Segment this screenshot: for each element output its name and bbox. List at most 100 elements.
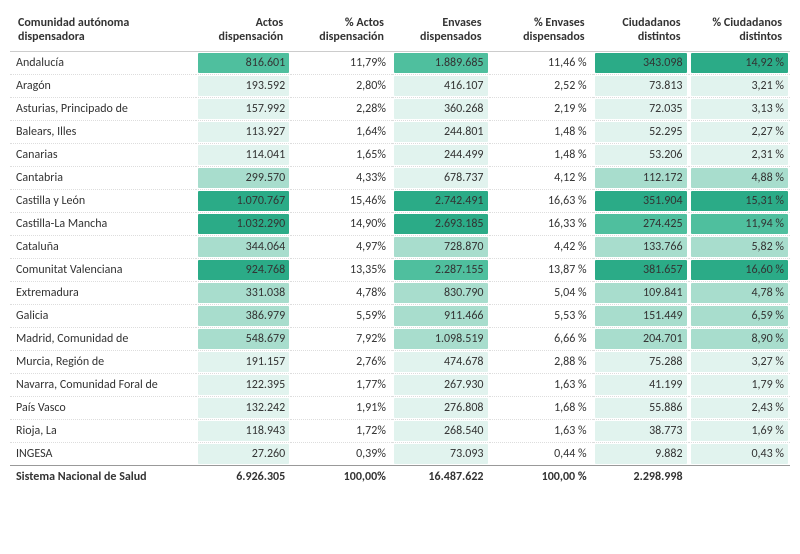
pct-ciud-cell: 16,60 % (689, 258, 790, 281)
pct-envases-cell: 16,63 % (490, 189, 593, 212)
region-name: Comunitat Valenciana (10, 258, 196, 281)
table-row: Castilla y León1.070.76715,46%2.742.4911… (10, 189, 790, 212)
pct-actos-cell: 2,28% (291, 97, 392, 120)
actos-cell: 1.070.767 (196, 189, 291, 212)
pct-ciud-cell: 1,79 % (689, 373, 790, 396)
pct-ciud-cell: 14,92 % (689, 51, 790, 74)
envases-cell: 244.801 (392, 120, 490, 143)
actos-cell: 132.242 (196, 396, 291, 419)
region-name: Extremadura (10, 281, 196, 304)
envases-cell: 416.107 (392, 74, 490, 97)
ciud-cell: 53.206 (593, 143, 689, 166)
pct-actos-cell: 4,33% (291, 166, 392, 189)
ciud-cell: 72.035 (593, 97, 689, 120)
pct-envases-cell: 2,88 % (490, 350, 593, 373)
col-pct_ciud: % Ciudadanos distintos (689, 10, 790, 51)
pct-ciud-cell: 11,94 % (689, 212, 790, 235)
pct-envases-cell: 4,42 % (490, 235, 593, 258)
actos-cell: 122.395 (196, 373, 291, 396)
dispensation-table: Comunidad autónoma dispensadoraActos dis… (10, 10, 790, 488)
region-name: Cataluña (10, 235, 196, 258)
ciud-cell: 274.425 (593, 212, 689, 235)
table-header: Comunidad autónoma dispensadoraActos dis… (10, 10, 790, 51)
pct-actos-cell: 1,64% (291, 120, 392, 143)
pct-actos-cell: 11,79% (291, 51, 392, 74)
envases-cell: 728.870 (392, 235, 490, 258)
total-actos: 6.926.305 (196, 465, 291, 488)
pct-envases-cell: 1,63 % (490, 419, 593, 442)
table-row: Murcia, Región de191.1572,76%474.6782,88… (10, 350, 790, 373)
pct-actos-cell: 7,92% (291, 327, 392, 350)
table-row: Balears, Illes113.9271,64%244.8011,48 %5… (10, 120, 790, 143)
actos-cell: 113.927 (196, 120, 291, 143)
envases-cell: 2.693.185 (392, 212, 490, 235)
ciud-cell: 52.295 (593, 120, 689, 143)
actos-cell: 118.943 (196, 419, 291, 442)
pct-ciud-cell: 2,31 % (689, 143, 790, 166)
table-row: Navarra, Comunidad Foral de122.3951,77%2… (10, 373, 790, 396)
table-row: Asturias, Principado de157.9922,28%360.2… (10, 97, 790, 120)
table-row: Comunitat Valenciana924.76813,35%2.287.1… (10, 258, 790, 281)
region-name: Balears, Illes (10, 120, 196, 143)
pct-ciud-cell: 2,27 % (689, 120, 790, 143)
ciud-cell: 112.172 (593, 166, 689, 189)
pct-actos-cell: 1,65% (291, 143, 392, 166)
region-name: Andalucía (10, 51, 196, 74)
pct-actos-cell: 0,39% (291, 442, 392, 465)
table-row: Canarias114.0411,65%244.4991,48 %53.2062… (10, 143, 790, 166)
pct-envases-cell: 6,66 % (490, 327, 593, 350)
region-name: Asturias, Principado de (10, 97, 196, 120)
total-pct-envases: 100,00 % (490, 465, 593, 488)
total-row: Sistema Nacional de Salud 6.926.305 100,… (10, 465, 790, 488)
ciud-cell: 109.841 (593, 281, 689, 304)
envases-cell: 267.930 (392, 373, 490, 396)
pct-envases-cell: 4,12 % (490, 166, 593, 189)
region-name: Madrid, Comunidad de (10, 327, 196, 350)
region-name: Murcia, Región de (10, 350, 196, 373)
pct-envases-cell: 1,68 % (490, 396, 593, 419)
pct-envases-cell: 5,04 % (490, 281, 593, 304)
envases-cell: 911.466 (392, 304, 490, 327)
region-name: Cantabria (10, 166, 196, 189)
pct-envases-cell: 1,48 % (490, 120, 593, 143)
pct-envases-cell: 5,53 % (490, 304, 593, 327)
pct-actos-cell: 2,80% (291, 74, 392, 97)
region-name: Canarias (10, 143, 196, 166)
envases-cell: 830.790 (392, 281, 490, 304)
pct-actos-cell: 4,97% (291, 235, 392, 258)
pct-actos-cell: 1,77% (291, 373, 392, 396)
actos-cell: 331.038 (196, 281, 291, 304)
col-region: Comunidad autónoma dispensadora (10, 10, 196, 51)
pct-ciud-cell: 8,90 % (689, 327, 790, 350)
ciud-cell: 351.904 (593, 189, 689, 212)
table-row: INGESA27.2600,39%73.0930,44 %9.8820,43 % (10, 442, 790, 465)
total-envases: 16.487.622 (392, 465, 490, 488)
pct-ciud-cell: 15,31 % (689, 189, 790, 212)
pct-envases-cell: 13,87 % (490, 258, 593, 281)
pct-actos-cell: 2,76% (291, 350, 392, 373)
region-name: País Vasco (10, 396, 196, 419)
pct-ciud-cell: 3,27 % (689, 350, 790, 373)
region-name: Castilla y León (10, 189, 196, 212)
pct-envases-cell: 2,19 % (490, 97, 593, 120)
actos-cell: 114.041 (196, 143, 291, 166)
pct-ciud-cell: 0,43 % (689, 442, 790, 465)
envases-cell: 474.678 (392, 350, 490, 373)
ciud-cell: 343.098 (593, 51, 689, 74)
pct-ciud-cell: 3,21 % (689, 74, 790, 97)
region-name: Rioja, La (10, 419, 196, 442)
pct-envases-cell: 0,44 % (490, 442, 593, 465)
col-ciud: Ciudadanos distintos (593, 10, 689, 51)
actos-cell: 193.592 (196, 74, 291, 97)
envases-cell: 678.737 (392, 166, 490, 189)
actos-cell: 191.157 (196, 350, 291, 373)
actos-cell: 816.601 (196, 51, 291, 74)
table-row: País Vasco132.2421,91%276.8081,68 %55.88… (10, 396, 790, 419)
envases-cell: 276.808 (392, 396, 490, 419)
region-name: Castilla-La Mancha (10, 212, 196, 235)
ciud-cell: 41.199 (593, 373, 689, 396)
ciud-cell: 55.886 (593, 396, 689, 419)
table-row: Cantabria299.5704,33%678.7374,12 %112.17… (10, 166, 790, 189)
actos-cell: 924.768 (196, 258, 291, 281)
region-name: Navarra, Comunidad Foral de (10, 373, 196, 396)
